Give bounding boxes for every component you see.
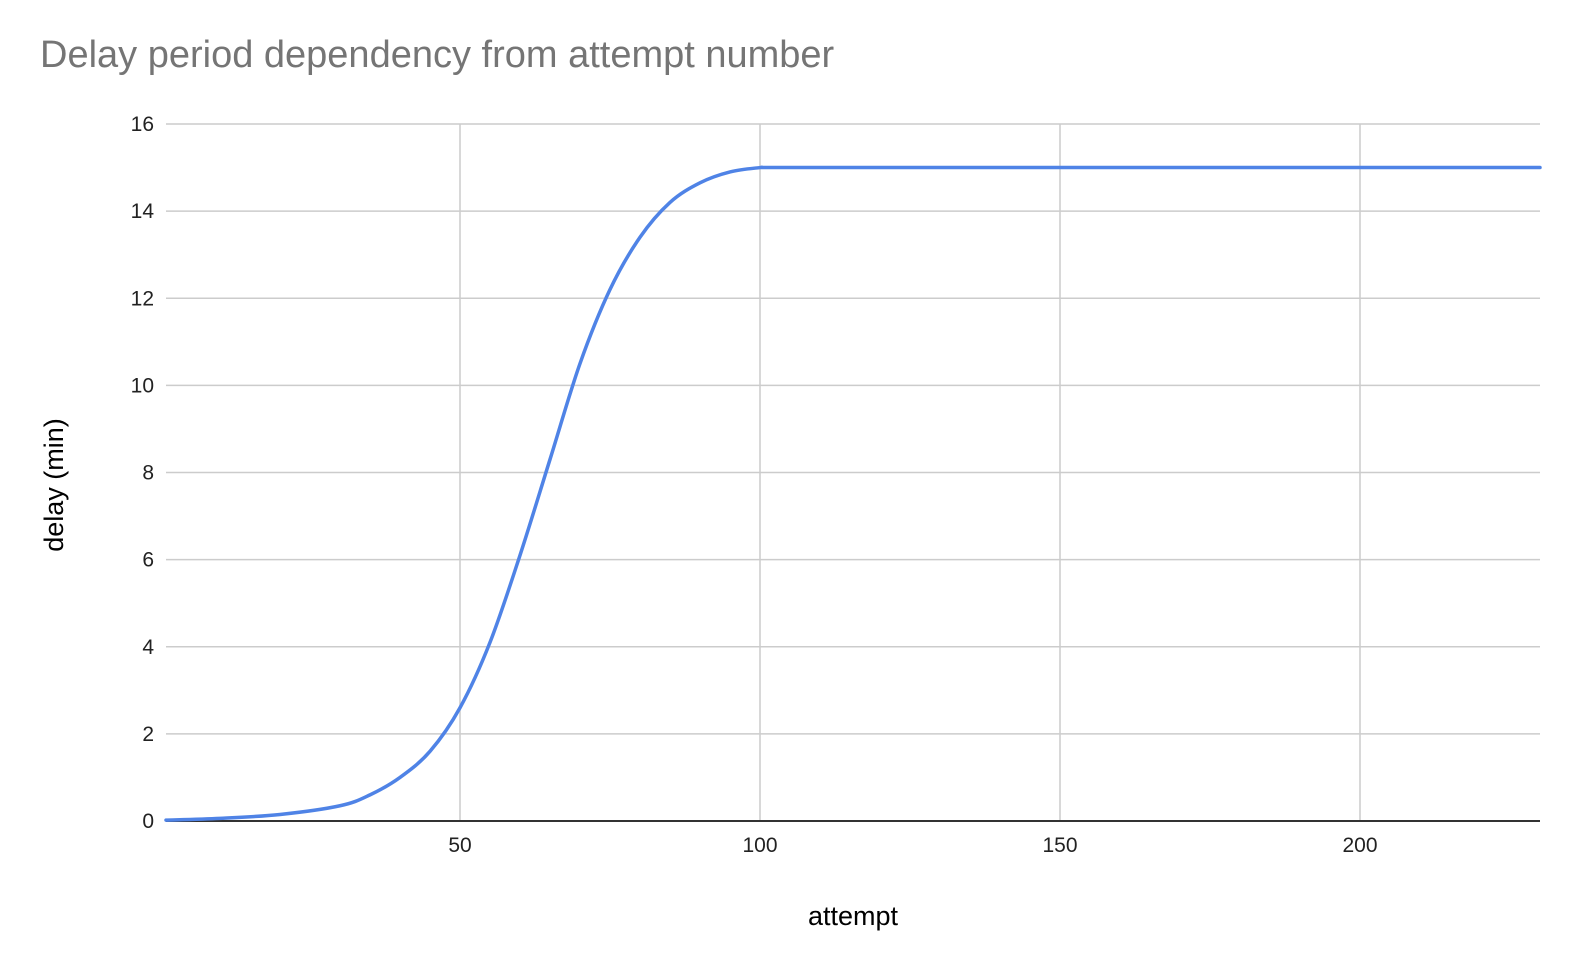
y-tick-label: 8 — [142, 462, 154, 485]
series-line — [164, 165, 1542, 822]
series-layer — [164, 165, 1542, 822]
x-tick-label: 200 — [1342, 834, 1377, 857]
x-tick-label: 150 — [1042, 834, 1077, 857]
y-axis-label: delay (min) — [39, 418, 69, 552]
y-tick-label: 0 — [142, 810, 154, 833]
y-tick-label: 10 — [131, 374, 154, 397]
y-tick-label: 12 — [131, 287, 154, 310]
y-tick-label: 2 — [142, 723, 154, 746]
x-tick-label: 50 — [448, 834, 471, 857]
y-tick-label: 4 — [142, 636, 154, 659]
x-axis-label: attempt — [808, 901, 899, 931]
x-tick-label: 100 — [742, 834, 777, 857]
chart-title: Delay period dependency from attempt num… — [40, 34, 835, 76]
grid — [166, 123, 1540, 822]
tick-labels: 0 2 4 6 8 10 12 14 16 50 100 150 200 — [131, 113, 1378, 857]
y-tick-label: 6 — [142, 549, 154, 572]
y-tick-label: 14 — [131, 200, 155, 223]
y-tick-label: 16 — [131, 113, 154, 136]
